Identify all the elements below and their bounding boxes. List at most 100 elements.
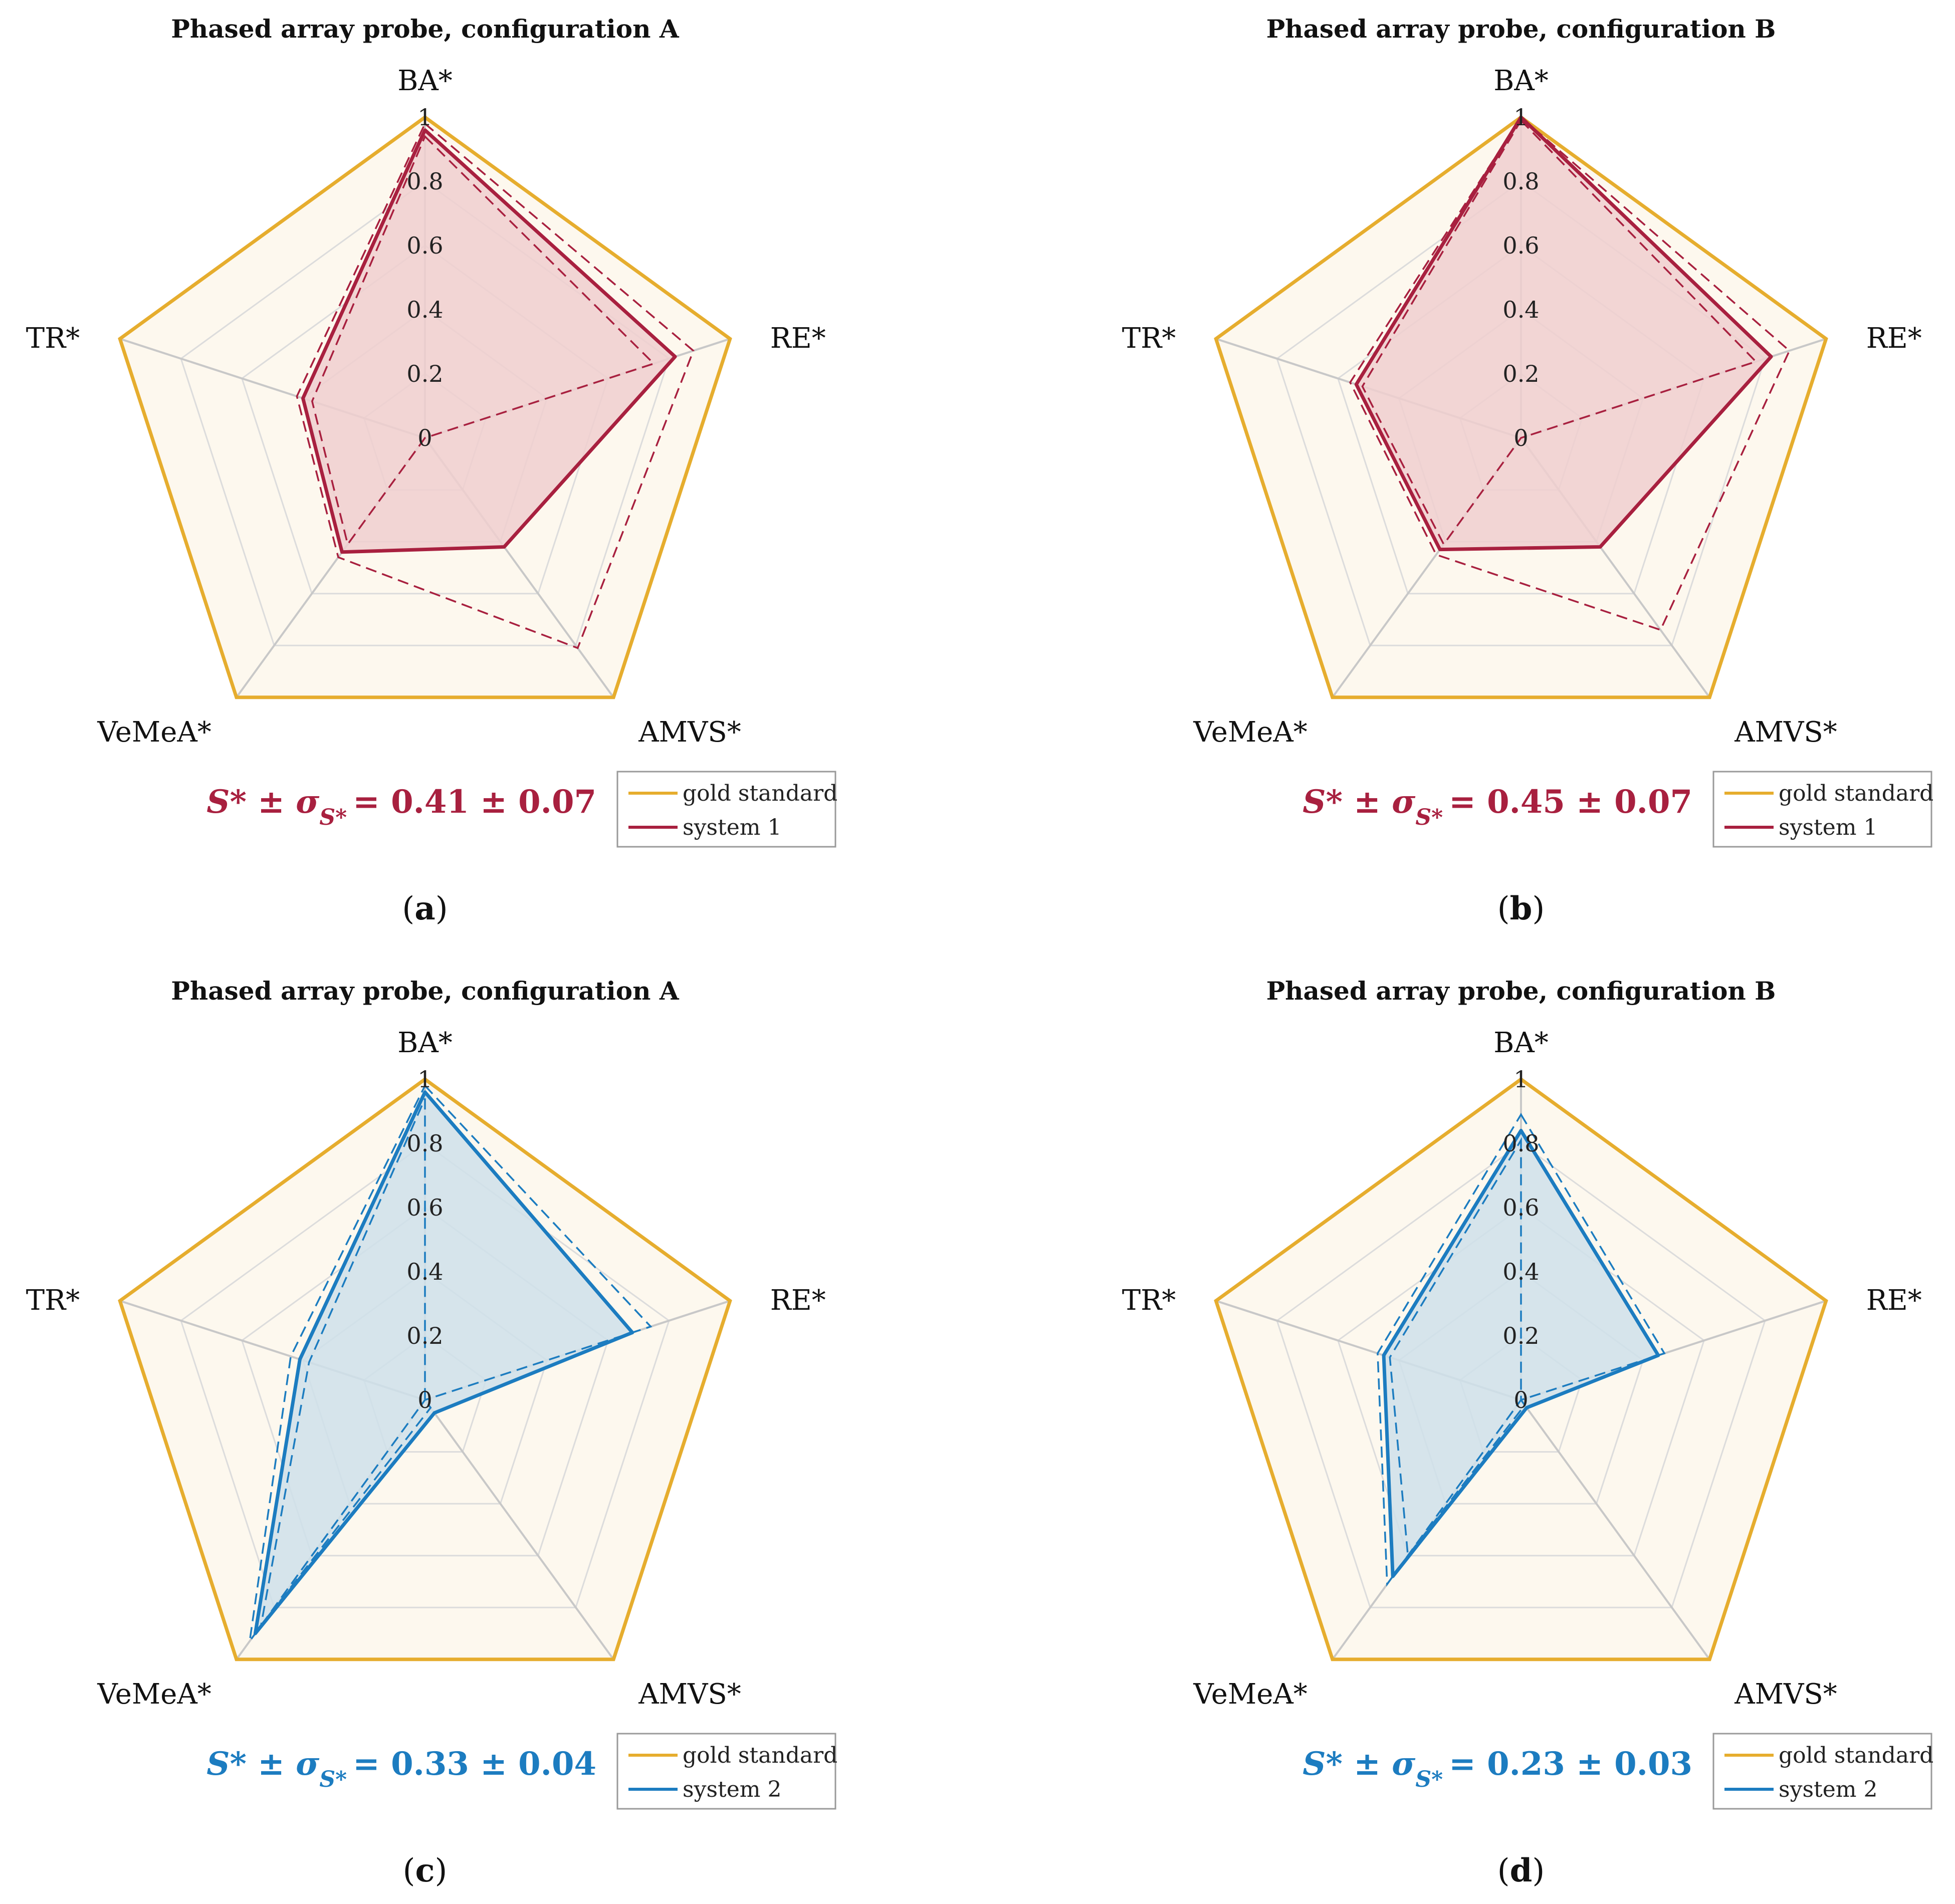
axis-label: BA* — [397, 1027, 453, 1059]
legend-item-system: system 1 — [1779, 815, 1877, 840]
tick-label: 0.6 — [406, 1194, 443, 1221]
score-value: = 0.41 ± 0.07 — [353, 783, 596, 821]
chart-title: Phased array probe, configuration A — [171, 976, 680, 1006]
axis-label: AMVS* — [1734, 716, 1837, 749]
series-gold-standard — [1214, 115, 1828, 699]
series-upper-bound — [1377, 1112, 1666, 1587]
subfigure-label: (b) — [1497, 890, 1545, 927]
paren-open: ( — [1497, 1852, 1510, 1889]
axis-spoke — [1520, 1399, 1710, 1660]
series-lower-bound — [311, 135, 656, 547]
axis-label: BA* — [397, 65, 453, 97]
score-prefix: S* ± σ — [206, 1745, 320, 1783]
tick-label: 1 — [417, 104, 432, 131]
axis-label: BA* — [1493, 1027, 1549, 1059]
tick-label: 0.4 — [1502, 1258, 1539, 1285]
tick-label: 0 — [1513, 1386, 1528, 1413]
axis-label: RE* — [770, 322, 826, 355]
legend-item-gold: gold standard — [1779, 781, 1933, 806]
series-gold-standard — [118, 115, 732, 699]
radar-panel-c: Phased array probe, configuration A 0 0.2 0… — [26, 976, 838, 1889]
axis-label: TR* — [26, 322, 80, 355]
grid-ring — [180, 1142, 670, 1608]
score-text: S* ± σS* = 0.45 ± 0.07 — [1302, 783, 1692, 830]
legend-item-system: system 1 — [683, 815, 781, 840]
subfigure-letter: a — [414, 890, 435, 927]
score-text: S* ± σS* = 0.33 ± 0.04 — [206, 1745, 596, 1792]
paren-open: ( — [402, 890, 414, 927]
score-subscript: S* — [319, 805, 347, 830]
legend-item-gold: gold standard — [683, 781, 837, 806]
subfigure-label: (d) — [1497, 1852, 1545, 1889]
series-mean — [1354, 115, 1773, 552]
chart-title: Phased array probe, configuration A — [171, 14, 680, 44]
tick-label: 0 — [417, 424, 432, 451]
tick-label: 0.6 — [1502, 1194, 1539, 1221]
score-subscript: S* — [1415, 1767, 1443, 1792]
axis-label: VeMeA* — [1193, 1678, 1307, 1711]
series-upper-bound — [296, 122, 695, 649]
legend-box — [1712, 1733, 1932, 1810]
tick-label: 0.2 — [1502, 360, 1539, 387]
subfigure-letter: c — [415, 1852, 435, 1889]
score-text: S* ± σS* = 0.41 ± 0.07 — [206, 783, 596, 830]
score-subscript: S* — [1415, 805, 1443, 830]
tick-label: 0.8 — [1502, 168, 1539, 195]
legend-box — [616, 771, 836, 848]
tick-label: 0.4 — [406, 1258, 443, 1285]
tick-label: 0.2 — [406, 1322, 443, 1349]
score-prefix: S* ± σ — [1302, 1745, 1416, 1783]
axis-label: RE* — [1866, 322, 1922, 355]
legend-item-gold: gold standard — [1779, 1743, 1933, 1768]
paren-open: ( — [1497, 890, 1510, 927]
axis-label: AMVS* — [1734, 1678, 1837, 1711]
tick-label: 0.8 — [406, 1130, 443, 1157]
score-value: = 0.23 ± 0.03 — [1449, 1745, 1692, 1783]
legend-box — [1712, 771, 1932, 848]
axis-label: TR* — [1122, 322, 1176, 355]
legend-item-system: system 2 — [683, 1777, 781, 1802]
series-lower-bound — [260, 1098, 432, 1626]
axis-label: TR* — [26, 1284, 80, 1317]
axis-label: AMVS* — [638, 1678, 741, 1711]
tick-label: 0 — [1513, 424, 1528, 451]
axis-label: BA* — [1493, 65, 1549, 97]
axis-label: RE* — [770, 1284, 826, 1317]
score-value: = 0.45 ± 0.07 — [1449, 783, 1692, 821]
axis-label: VeMeA* — [97, 716, 211, 749]
series-gold-standard — [1214, 1077, 1828, 1661]
axis-label: RE* — [1866, 1284, 1922, 1317]
radar-panel-d: Phased array probe, configuration B 0 0.2 0… — [1122, 976, 1934, 1889]
tick-label: 0.4 — [406, 296, 443, 323]
series-lower-bound — [1361, 119, 1758, 546]
tick-label: 0 — [417, 1386, 432, 1413]
paren-close: ) — [435, 1852, 447, 1889]
tick-label: 1 — [417, 1066, 432, 1093]
grid-ring — [1276, 1142, 1766, 1608]
grid-ring — [1337, 1207, 1705, 1557]
subfigure-letter: b — [1510, 890, 1533, 927]
chart-title: Phased array probe, configuration B — [1266, 14, 1776, 44]
tick-label: 1 — [1513, 1066, 1528, 1093]
paren-close: ) — [436, 890, 448, 927]
paren-open: ( — [403, 1852, 415, 1889]
subfigure-label: (a) — [402, 890, 448, 927]
tick-label: 0.8 — [406, 168, 443, 195]
radar-panel-a: Phased array probe, configuration A 0 0.2 0… — [26, 14, 838, 927]
score-text: S* ± σS* = 0.23 ± 0.03 — [1302, 1745, 1692, 1792]
subfigure-letter: d — [1510, 1852, 1533, 1889]
tick-label: 1 — [1513, 104, 1528, 131]
chart-title: Phased array probe, configuration B — [1266, 976, 1776, 1006]
series-gold-standard — [118, 1077, 732, 1661]
series-mean — [253, 1090, 634, 1635]
series-mean — [301, 128, 677, 554]
score-subscript: S* — [319, 1767, 347, 1792]
legend-item-system: system 2 — [1779, 1777, 1877, 1802]
paren-close: ) — [1532, 1852, 1545, 1889]
score-prefix: S* ± σ — [206, 783, 320, 821]
tick-label: 0.4 — [1502, 296, 1539, 323]
tick-label: 0.6 — [1502, 232, 1539, 259]
tick-label: 0.8 — [1502, 1130, 1539, 1157]
